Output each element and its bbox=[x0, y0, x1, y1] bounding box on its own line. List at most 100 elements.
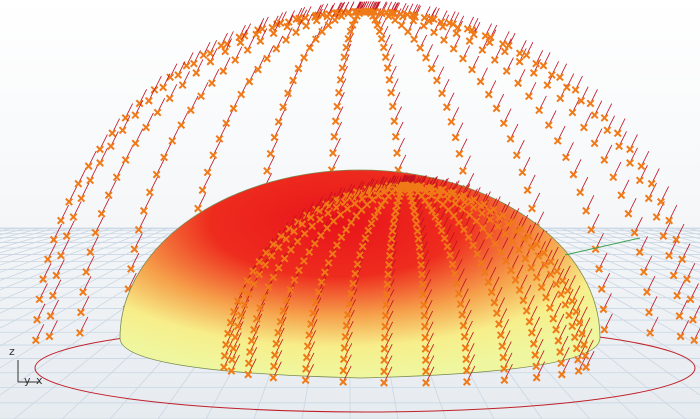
point-marker bbox=[480, 200, 489, 209]
point-marker bbox=[454, 218, 463, 227]
point-marker bbox=[519, 296, 528, 305]
point-marker bbox=[385, 251, 394, 260]
point-marker bbox=[554, 336, 563, 345]
point-marker bbox=[300, 53, 308, 62]
point-marker bbox=[563, 286, 572, 295]
point-marker bbox=[421, 196, 430, 205]
point-marker bbox=[430, 28, 438, 37]
point-marker bbox=[333, 241, 341, 250]
point-marker bbox=[315, 207, 324, 216]
point-marker bbox=[240, 300, 249, 309]
point-marker bbox=[515, 245, 524, 254]
point-marker bbox=[617, 191, 626, 200]
point-marker bbox=[342, 321, 351, 330]
dome-surface bbox=[119, 169, 601, 379]
point-marker bbox=[344, 34, 353, 43]
point-marker bbox=[341, 198, 350, 207]
point-marker bbox=[374, 206, 382, 215]
point-marker bbox=[377, 34, 386, 43]
point-marker bbox=[523, 186, 532, 195]
point-marker bbox=[422, 53, 430, 62]
point-marker bbox=[300, 229, 309, 238]
point-marker bbox=[387, 234, 396, 243]
point-marker bbox=[380, 378, 388, 387]
point-marker bbox=[219, 67, 228, 75]
point-marker bbox=[331, 16, 339, 25]
point-marker bbox=[557, 359, 566, 368]
point-marker bbox=[274, 328, 283, 337]
point-marker bbox=[421, 344, 430, 353]
point-marker bbox=[255, 270, 264, 279]
point-marker bbox=[582, 206, 591, 215]
point-marker bbox=[448, 260, 457, 269]
point-marker bbox=[84, 162, 93, 171]
point-marker bbox=[336, 75, 345, 84]
point-marker bbox=[498, 40, 507, 48]
point-marker bbox=[365, 190, 374, 199]
point-marker bbox=[386, 243, 395, 252]
point-marker bbox=[508, 237, 517, 246]
point-marker bbox=[285, 224, 294, 233]
point-marker bbox=[295, 266, 303, 275]
point-marker bbox=[177, 121, 186, 130]
point-marker bbox=[118, 126, 127, 135]
point-marker bbox=[429, 15, 438, 24]
point-marker bbox=[324, 209, 332, 218]
point-marker bbox=[145, 188, 154, 197]
point-marker bbox=[321, 268, 329, 277]
point-marker bbox=[272, 339, 281, 348]
point-marker bbox=[417, 181, 426, 190]
axis-label-x: x bbox=[36, 374, 43, 387]
point-marker bbox=[558, 276, 567, 285]
point-marker bbox=[462, 366, 471, 375]
point-marker bbox=[521, 254, 530, 263]
point-marker bbox=[385, 75, 394, 84]
point-marker bbox=[186, 106, 195, 115]
point-marker bbox=[263, 166, 271, 175]
point-marker bbox=[486, 215, 494, 224]
point-marker bbox=[245, 77, 254, 86]
point-marker bbox=[464, 233, 473, 242]
point-marker bbox=[415, 243, 424, 252]
point-marker bbox=[410, 35, 419, 44]
point-marker bbox=[419, 301, 428, 309]
point-marker bbox=[350, 16, 359, 24]
point-marker bbox=[419, 290, 428, 299]
point-marker bbox=[442, 103, 451, 112]
point-marker bbox=[243, 46, 252, 54]
point-marker bbox=[527, 328, 536, 337]
point-marker bbox=[519, 235, 528, 243]
point-marker bbox=[437, 226, 446, 235]
point-marker bbox=[449, 188, 458, 196]
point-marker bbox=[501, 229, 510, 238]
point-marker bbox=[48, 291, 57, 300]
point-marker bbox=[427, 64, 436, 73]
axis-label-y: y bbox=[24, 374, 31, 387]
point-marker bbox=[496, 331, 505, 340]
point-marker bbox=[532, 273, 541, 282]
point-marker bbox=[226, 318, 235, 327]
point-marker bbox=[624, 209, 633, 218]
point-marker bbox=[343, 204, 352, 213]
point-marker bbox=[477, 258, 486, 267]
point-marker bbox=[340, 344, 349, 352]
point-marker bbox=[665, 216, 674, 225]
point-marker bbox=[525, 92, 533, 101]
point-marker bbox=[104, 191, 113, 200]
point-marker bbox=[639, 268, 648, 276]
point-marker bbox=[368, 195, 377, 204]
point-marker bbox=[131, 111, 140, 120]
point-marker bbox=[600, 113, 609, 122]
point-marker bbox=[431, 212, 440, 221]
point-marker bbox=[246, 348, 254, 356]
point-marker bbox=[274, 263, 283, 272]
point-marker bbox=[82, 268, 91, 276]
point-marker bbox=[416, 44, 425, 52]
point-marker bbox=[469, 241, 477, 250]
point-marker bbox=[297, 17, 305, 26]
point-marker bbox=[544, 121, 553, 130]
point-marker bbox=[455, 149, 464, 158]
point-marker bbox=[121, 156, 130, 164]
point-marker bbox=[238, 286, 247, 295]
point-marker bbox=[672, 235, 681, 244]
